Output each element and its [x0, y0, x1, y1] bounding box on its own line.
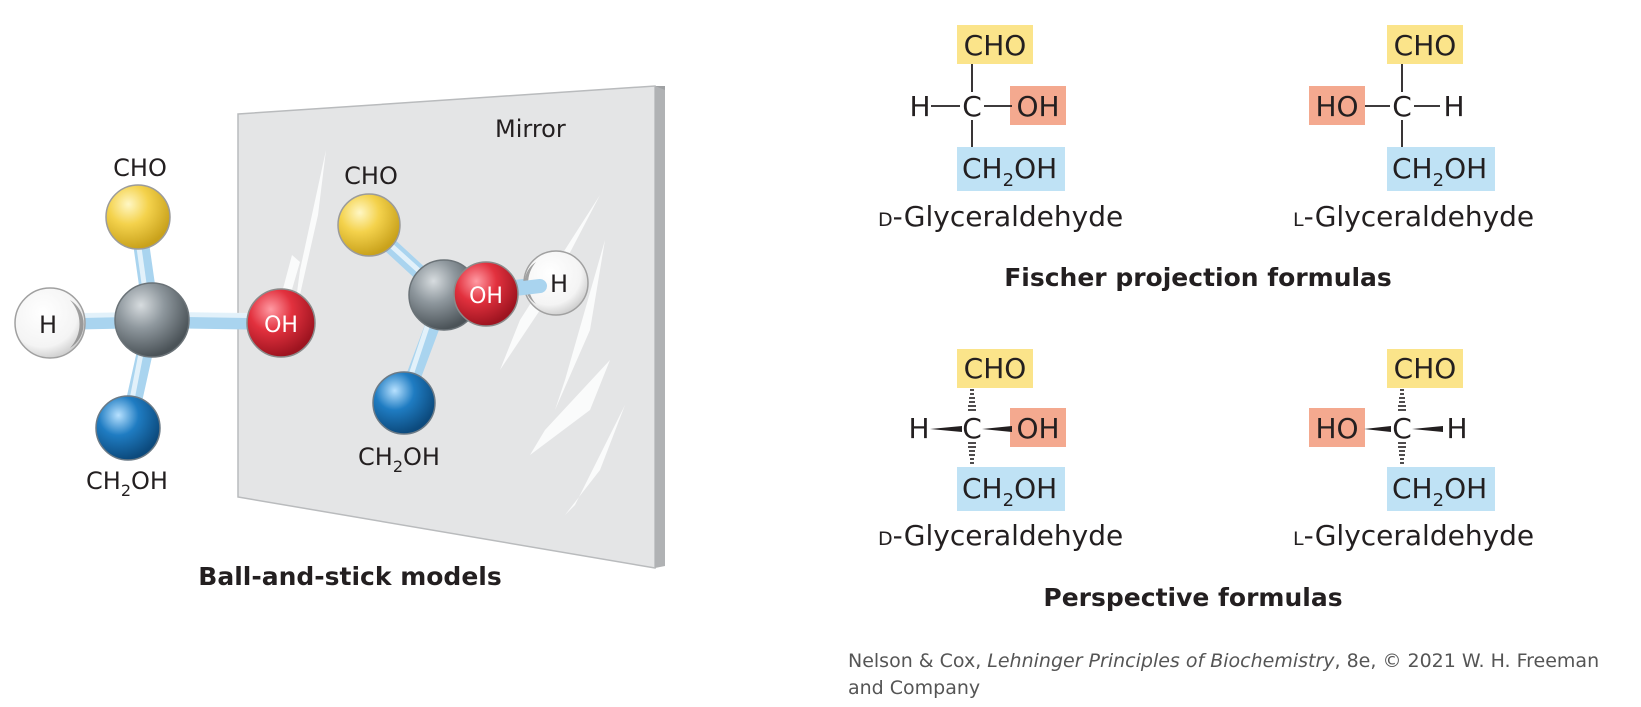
fischer-l-ho-box	[1309, 86, 1365, 125]
credit-authors: Nelson & Cox,	[848, 650, 988, 672]
perspective-l-right: H	[1446, 412, 1467, 445]
fischer-l-ch2oh-box	[1387, 147, 1495, 191]
perspective-l-top: CHO	[1394, 352, 1457, 385]
fischer-d-top: CHO	[964, 29, 1027, 62]
fischer-d-left: H	[909, 90, 930, 123]
fischer-l-cho-box	[1387, 25, 1463, 64]
ball-stick-title: Ball-and-stick models	[198, 562, 501, 591]
fischer-l-center: C	[1392, 90, 1412, 123]
fischer-d-oh-box	[1010, 86, 1066, 125]
perspective-d-dash-up	[968, 389, 976, 411]
fischer-d-bottom: CH2OH	[962, 152, 1057, 191]
mirror-side	[655, 86, 665, 568]
perspective-d-ch2oh-box	[957, 467, 1065, 511]
left-oh-ball	[246, 288, 316, 358]
right-cho-label: CHO	[344, 162, 398, 190]
perspective-l-ch2oh-box	[1387, 467, 1495, 511]
perspective-l-cho-box	[1387, 349, 1463, 388]
left-cho-ball	[105, 184, 171, 250]
perspective-l-dash-up	[1398, 389, 1406, 411]
perspective-l-ho-box	[1309, 408, 1365, 447]
right-ch2oh-label: CH2OH	[358, 443, 440, 476]
fischer-l-name: L-Glyceraldehyde	[1293, 200, 1534, 233]
mirror-label: Mirror	[495, 115, 566, 143]
left-h-label: H	[39, 311, 57, 339]
perspective-d-name: D-Glyceraldehyde	[878, 519, 1123, 552]
fischer-l-bottom: CH2OH	[1392, 152, 1487, 191]
perspective-d-right: OH	[1016, 412, 1059, 445]
perspective-d-wedge-left	[930, 426, 962, 432]
left-ch2oh-label: CH2OH	[86, 467, 168, 500]
fischer-d-ch2oh-box	[957, 147, 1065, 191]
credit-publisher: , 8e, © 2021 W. H. Freeman and Company	[848, 650, 1600, 699]
fischer-l-top: CHO	[1394, 29, 1457, 62]
right-ch2oh-ball	[372, 371, 436, 435]
perspective-l-dash-down	[1398, 442, 1406, 464]
fischer-l-right: H	[1443, 90, 1464, 123]
left-ch2oh-ball	[95, 395, 161, 461]
perspective-d-wedge-right	[982, 426, 1012, 432]
right-cho-ball	[337, 193, 401, 257]
perspective-l-wedge-right	[1412, 426, 1443, 432]
right-ball-stick-model: CHO H OH CH2OH	[337, 162, 589, 476]
perspective-d-oh-box	[1010, 408, 1066, 447]
fischer-l-glyceraldehyde: CHO HO C H CH2OH L-Glyceraldehyde	[1293, 25, 1534, 233]
fischer-d-name: D-Glyceraldehyde	[878, 200, 1123, 233]
perspective-l-left: HO	[1315, 412, 1358, 445]
perspective-title: Perspective formulas	[1043, 583, 1342, 612]
left-carbon-ball	[114, 282, 190, 358]
fischer-l-left: HO	[1315, 90, 1358, 123]
fischer-title: Fischer projection formulas	[1004, 263, 1392, 292]
fischer-d-right: OH	[1016, 90, 1059, 123]
credit-line: Nelson & Cox, Lehninger Principles of Bi…	[848, 648, 1638, 702]
perspective-d-center: C	[962, 412, 982, 445]
left-ball-stick-model: CHO H OH CH2OH	[14, 154, 316, 500]
perspective-l-wedge-left	[1364, 426, 1391, 432]
right-oh-label: OH	[469, 284, 503, 309]
perspective-l-bottom: CH2OH	[1392, 472, 1487, 511]
right-oh-ball	[453, 261, 519, 327]
perspective-l-name: L-Glyceraldehyde	[1293, 519, 1534, 552]
fischer-d-cho-box	[957, 25, 1033, 64]
perspective-d-left: H	[908, 412, 929, 445]
perspective-d-top: CHO	[964, 352, 1027, 385]
right-h-label: H	[550, 270, 568, 298]
perspective-d-dash-down	[968, 442, 976, 464]
left-cho-label: CHO	[113, 154, 167, 182]
left-h-ball	[14, 287, 86, 359]
left-oh-label: OH	[264, 313, 298, 338]
credit-book-title: Lehninger Principles of Biochemistry	[987, 650, 1335, 672]
perspective-d-bottom: CH2OH	[962, 472, 1057, 511]
perspective-d-glyceraldehyde: CHO H C OH CH2OH D-Glyceraldehyde	[878, 349, 1123, 552]
fischer-d-glyceraldehyde: CHO H C OH CH2OH D-Glyceraldehyde	[878, 25, 1123, 233]
perspective-d-cho-box	[957, 349, 1033, 388]
fischer-d-center: C	[962, 90, 982, 123]
perspective-l-glyceraldehyde: CHO HO C H CH2OH L-Glyceraldehyde	[1293, 349, 1534, 552]
perspective-l-center: C	[1392, 412, 1412, 445]
